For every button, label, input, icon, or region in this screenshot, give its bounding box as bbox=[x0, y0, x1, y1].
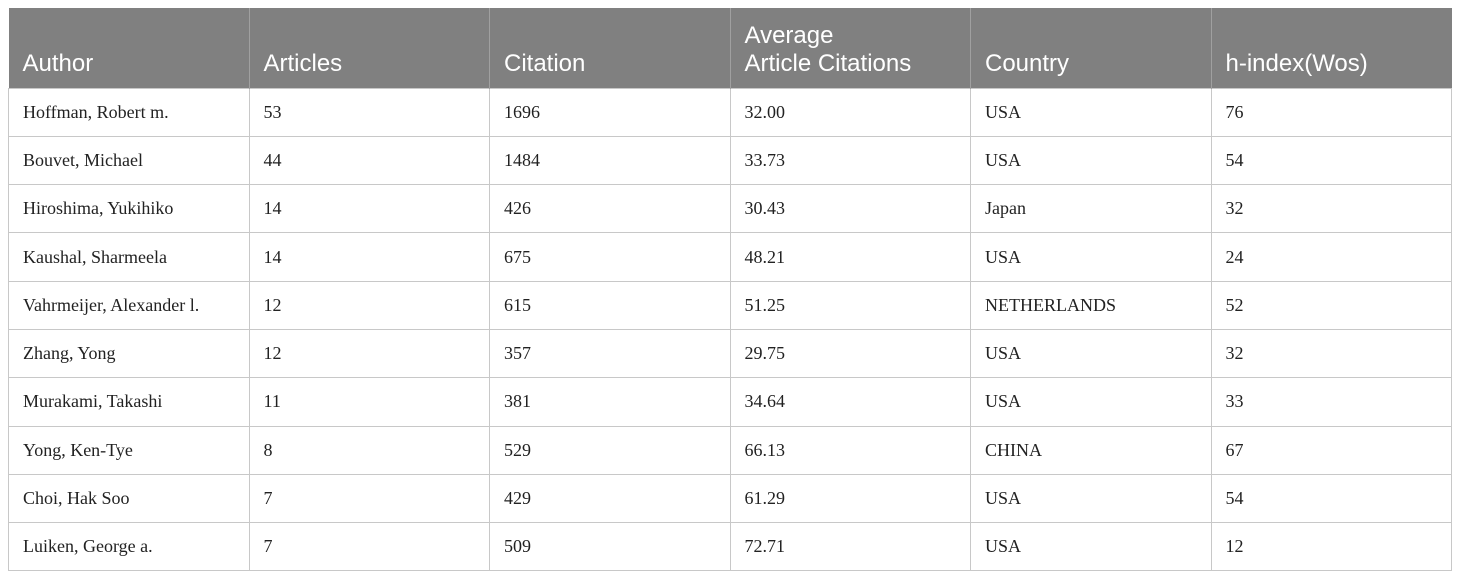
table-cell: 32 bbox=[1210, 184, 1452, 234]
table-cell: 509 bbox=[489, 522, 731, 572]
table-body: Hoffman, Robert m. 53 1696 32.00 USA 76 Bouvet… bbox=[8, 87, 1452, 572]
table-cell: 426 bbox=[489, 184, 731, 234]
header-row: Author Articles Citation Average Article Cit… bbox=[8, 8, 1452, 88]
table-row: Zhang, Yong 12 357 29.75 USA 32 bbox=[8, 328, 1452, 379]
table-cell: Murakami, Takashi bbox=[8, 377, 250, 427]
table-cell: 29.75 bbox=[729, 328, 971, 379]
table-cell: 33 bbox=[1210, 377, 1452, 427]
table-cell: 66.13 bbox=[729, 425, 971, 475]
table-cell: 30.43 bbox=[729, 184, 971, 234]
table-cell: 33.73 bbox=[729, 135, 971, 186]
table-cell: 44 bbox=[248, 135, 490, 186]
table-cell: 675 bbox=[489, 232, 731, 282]
column-header: Country bbox=[970, 8, 1212, 88]
header-text: h-index(Wos) bbox=[1225, 49, 1368, 77]
table-cell: Japan bbox=[970, 184, 1212, 234]
table-cell: 381 bbox=[489, 377, 731, 427]
table-cell: 357 bbox=[489, 328, 731, 379]
data-table: Author Articles Citation Average Article Cit… bbox=[8, 8, 1452, 572]
table-cell: 429 bbox=[489, 473, 731, 524]
table-cell: 61.29 bbox=[729, 473, 971, 524]
table-header: Author Articles Citation Average Article Cit… bbox=[8, 8, 1452, 88]
table-cell: 72.71 bbox=[729, 522, 971, 572]
table-row: Hoffman, Robert m. 53 1696 32.00 USA 76 bbox=[8, 87, 1452, 137]
table-cell: Yong, Ken-Tye bbox=[8, 425, 250, 475]
header-text: Country bbox=[985, 49, 1070, 77]
table-row: Kaushal, Sharmeela 14 675 48.21 USA 24 bbox=[8, 232, 1452, 282]
table-cell: 12 bbox=[1210, 522, 1452, 572]
table-cell: USA bbox=[970, 135, 1212, 186]
table-row: Yong, Ken-Tye 8 529 66.13 CHINA 67 bbox=[8, 425, 1452, 475]
table-cell: Luiken, George a. bbox=[8, 522, 250, 572]
table-cell: USA bbox=[970, 473, 1212, 524]
table-row: Bouvet, Michael 44 1484 33.73 USA 54 bbox=[8, 135, 1452, 186]
header-text: Articles bbox=[263, 49, 343, 77]
table-cell: CHINA bbox=[970, 425, 1212, 475]
column-header: Average Article Citations bbox=[730, 8, 971, 88]
table-row: Choi, Hak Soo 7 429 61.29 USA 54 bbox=[8, 473, 1452, 524]
table-cell: 32 bbox=[1210, 328, 1452, 379]
column-header: Citation bbox=[489, 8, 731, 88]
table-cell: 12 bbox=[248, 328, 490, 379]
table-cell: Choi, Hak Soo bbox=[8, 473, 250, 524]
column-header: Author bbox=[8, 8, 250, 88]
table-cell: USA bbox=[970, 377, 1212, 427]
table-cell: Kaushal, Sharmeela bbox=[8, 232, 250, 282]
table-cell: 34.64 bbox=[729, 377, 971, 427]
header-text: Average bbox=[744, 21, 834, 49]
table-cell: 1484 bbox=[489, 135, 731, 186]
table-cell: 615 bbox=[489, 280, 731, 330]
table-cell: 24 bbox=[1210, 232, 1452, 282]
table-cell: Bouvet, Michael bbox=[8, 135, 250, 186]
table-cell: Hoffman, Robert m. bbox=[8, 87, 250, 137]
table-cell: Vahrmeijer, Alexander l. bbox=[8, 280, 250, 330]
table-row: Luiken, George a. 7 509 72.71 USA 12 bbox=[8, 522, 1452, 572]
header-text: Citation bbox=[504, 49, 586, 77]
table-cell: USA bbox=[970, 87, 1212, 137]
table-cell: USA bbox=[970, 232, 1212, 282]
table-cell: 76 bbox=[1210, 87, 1452, 137]
table-row: Murakami, Takashi 11 381 34.64 USA 33 bbox=[8, 377, 1452, 427]
table-cell: 8 bbox=[248, 425, 490, 475]
header-text: Author bbox=[22, 49, 94, 77]
table-cell: 32.00 bbox=[729, 87, 971, 137]
column-header: h-index(Wos) bbox=[1211, 8, 1452, 88]
table-cell: USA bbox=[970, 522, 1212, 572]
table-row: Vahrmeijer, Alexander l. 12 615 51.25 NETHER… bbox=[8, 280, 1452, 330]
table-cell: 51.25 bbox=[729, 280, 971, 330]
table-row: Hiroshima, Yukihiko 14 426 30.43 Japan 32 bbox=[8, 184, 1452, 234]
table-cell: 14 bbox=[248, 232, 490, 282]
header-text: Article Citations bbox=[744, 49, 912, 77]
table-cell: Hiroshima, Yukihiko bbox=[8, 184, 250, 234]
table-cell: 7 bbox=[248, 473, 490, 524]
table-cell: 14 bbox=[248, 184, 490, 234]
table-cell: 54 bbox=[1210, 473, 1452, 524]
table-cell: 54 bbox=[1210, 135, 1452, 186]
table-cell: 1696 bbox=[489, 87, 731, 137]
table-cell: NETHERLANDS bbox=[970, 280, 1212, 330]
table-cell: 7 bbox=[248, 522, 490, 572]
table-cell: 53 bbox=[248, 87, 490, 137]
table-cell: 11 bbox=[248, 377, 490, 427]
table-cell: 48.21 bbox=[729, 232, 971, 282]
table-cell: 12 bbox=[248, 280, 490, 330]
table-cell: 529 bbox=[489, 425, 731, 475]
table-cell: 52 bbox=[1210, 280, 1452, 330]
column-header: Articles bbox=[249, 8, 490, 88]
table-cell: USA bbox=[970, 328, 1212, 379]
table-cell: 67 bbox=[1210, 425, 1452, 475]
table-cell: Zhang, Yong bbox=[8, 328, 250, 379]
